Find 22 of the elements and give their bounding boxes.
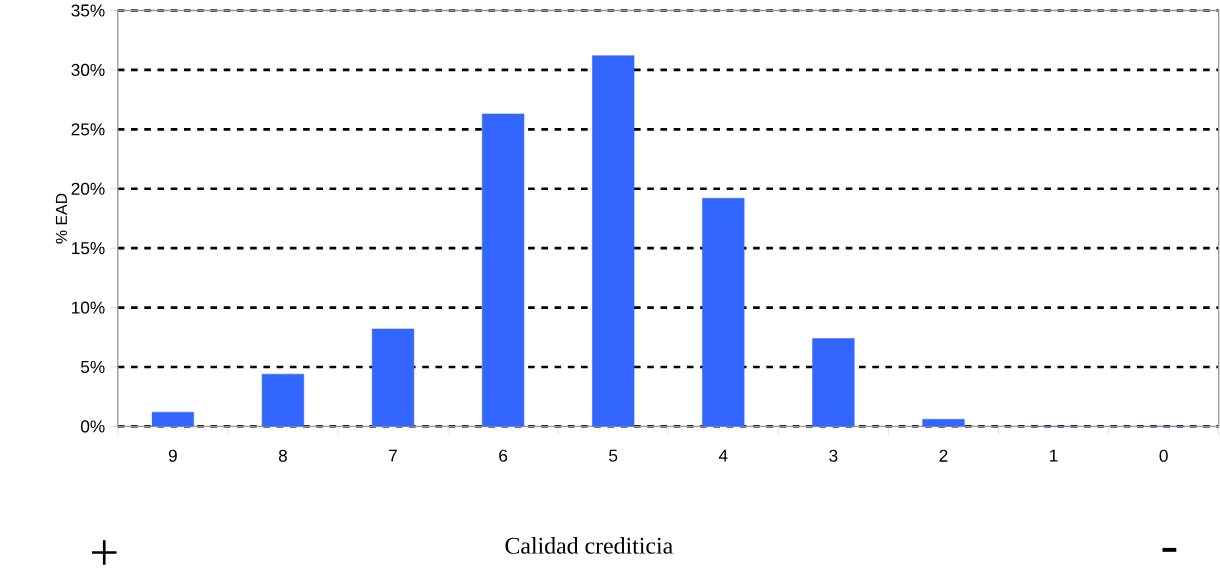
y-tick-label: 20% <box>71 182 105 195</box>
y-axis-title: % EAD <box>55 193 67 244</box>
y-tick-label: 25% <box>71 123 105 136</box>
y-tick-label: 10% <box>72 301 105 314</box>
y-tick-label: 0% <box>80 420 105 433</box>
x-axis-title: Calidad crediticia <box>505 537 673 554</box>
x-tick-label: 6 <box>499 449 508 462</box>
y-tick-label: 5% <box>81 360 105 374</box>
y-tick-label: 35% <box>71 4 105 17</box>
x-tick-label: 3 <box>829 449 838 462</box>
y-tick-label: 15% <box>72 242 105 255</box>
x-tick-label: 9 <box>168 449 177 462</box>
text: - <box>1162 547 1177 552</box>
x-tick-label: 7 <box>389 449 397 462</box>
x-tick-label: 5 <box>609 449 618 462</box>
text: + <box>91 540 117 565</box>
x-tick-label: 0 <box>1159 449 1168 462</box>
x-tick-label: 4 <box>718 449 728 462</box>
x-tick-label: 1 <box>1050 449 1058 462</box>
x-tick-label: 8 <box>278 449 287 462</box>
y-tick-label: 30% <box>71 63 105 77</box>
x-tick-label: 2 <box>939 449 948 462</box>
